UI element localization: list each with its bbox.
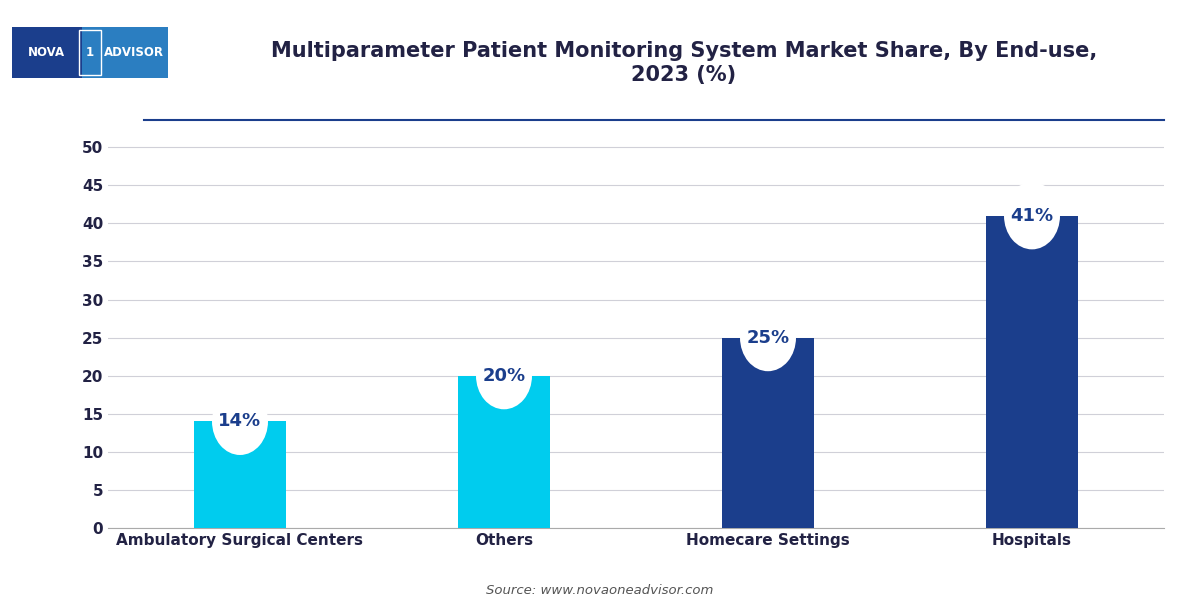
- Text: 41%: 41%: [1010, 207, 1054, 225]
- Text: NOVA: NOVA: [28, 46, 65, 59]
- Ellipse shape: [212, 388, 268, 455]
- Text: 14%: 14%: [218, 412, 262, 430]
- Text: 20%: 20%: [482, 367, 526, 385]
- Text: Multiparameter Patient Monitoring System Market Share, By End-use,
2023 (%): Multiparameter Patient Monitoring System…: [271, 41, 1097, 85]
- Text: 1: 1: [86, 46, 94, 59]
- Text: ADVISOR: ADVISOR: [103, 46, 163, 59]
- FancyBboxPatch shape: [83, 27, 168, 78]
- Bar: [986, 216, 1079, 528]
- Ellipse shape: [476, 342, 532, 409]
- Bar: [194, 421, 287, 528]
- Ellipse shape: [740, 304, 796, 371]
- Text: 25%: 25%: [746, 329, 790, 347]
- Bar: [458, 376, 550, 528]
- Bar: [722, 338, 814, 528]
- FancyBboxPatch shape: [12, 27, 168, 78]
- Ellipse shape: [1004, 182, 1060, 250]
- Text: Source: www.novaoneadvisor.com: Source: www.novaoneadvisor.com: [486, 584, 714, 597]
